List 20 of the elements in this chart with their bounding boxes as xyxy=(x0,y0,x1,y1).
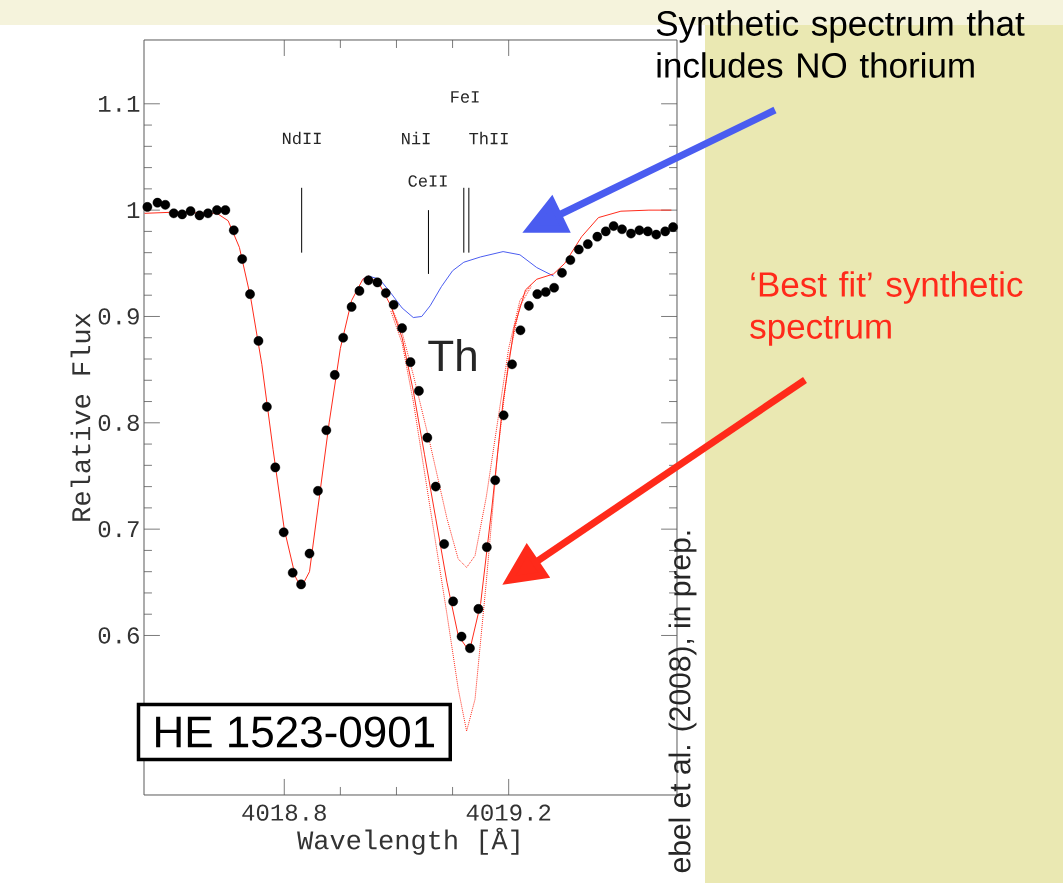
annotation: ThII xyxy=(469,131,508,145)
y-axis-title: Relative Flux xyxy=(70,313,91,521)
annotation: FeI xyxy=(451,91,479,103)
y-tick-label: 1 xyxy=(127,202,140,219)
y-tick-label: 0.9 xyxy=(98,308,139,325)
y-tick-label: 0.6 xyxy=(98,627,139,644)
annotation: ebel et al. (2008), in prep. xyxy=(668,531,697,873)
annotation: NdII xyxy=(282,131,321,145)
annotation: Th xyxy=(428,339,476,371)
text: ‘Best fit’ synthetic spectrum xyxy=(750,271,1023,346)
annotation: Synthetic spectrum that includes NO thorium xyxy=(656,10,1025,78)
x-tick-label: 4018.8 xyxy=(242,804,326,821)
x-axis-title: Wavelength [Å] xyxy=(297,827,519,855)
annotation: HE 1523-0901 xyxy=(156,716,435,748)
y-tick-label: 0.7 xyxy=(98,521,139,538)
annotation: CeII xyxy=(408,175,447,187)
y-tick-label: 0.8 xyxy=(98,414,139,431)
x-tick-label: 4019.2 xyxy=(466,804,551,821)
y-tick-label: 1.1 xyxy=(99,95,140,112)
annotation: NiI xyxy=(402,131,430,145)
